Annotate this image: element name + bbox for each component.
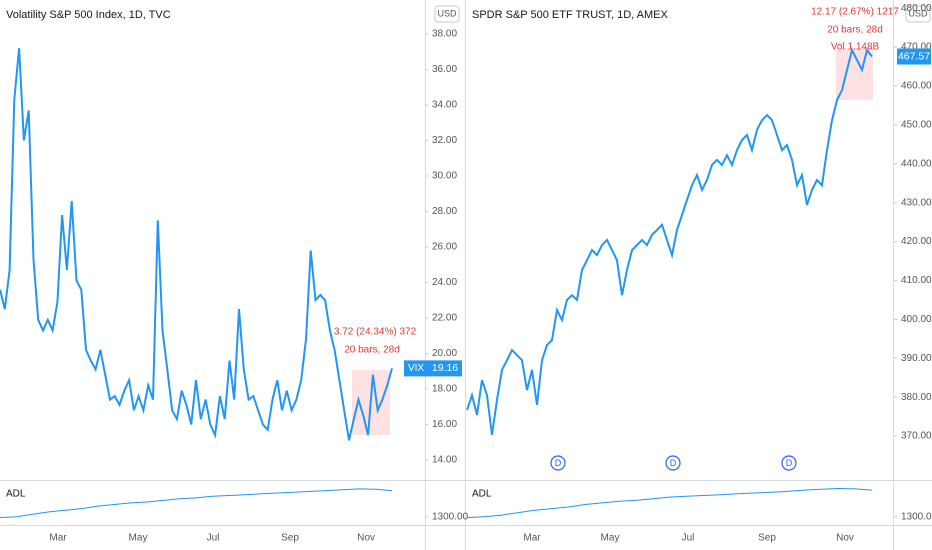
x-tick-label: Mar xyxy=(523,533,541,544)
currency-box xyxy=(434,5,460,23)
dividend-label: D xyxy=(555,458,562,468)
y-tick-label: 14.00 xyxy=(432,455,457,466)
measure-label: 20 bars, 28d xyxy=(344,345,400,356)
y-tick-label: 450.00 xyxy=(901,120,932,131)
indicator-line xyxy=(0,488,393,519)
measure-label: Vol 1.148B xyxy=(831,42,880,53)
x-tick-label: Mar xyxy=(49,533,67,544)
x-tick-label: May xyxy=(129,533,148,544)
x-tick-label: May xyxy=(601,533,620,544)
currency: USD xyxy=(437,8,457,18)
y-tick-label: 440.00 xyxy=(901,158,932,169)
y-tick-label: 38.00 xyxy=(432,29,457,40)
price-tag xyxy=(428,360,462,377)
y-tick-label: 470.00 xyxy=(901,42,932,53)
y-tick-label: 430.00 xyxy=(901,197,932,208)
x-tick-label: Jul xyxy=(207,533,220,544)
measure-label: 12.17 (2.67%) 1217 xyxy=(811,7,899,18)
indicator-name: ADL xyxy=(472,489,492,500)
y-tick-label: 16.00 xyxy=(432,419,457,430)
symbol-tag xyxy=(404,360,428,377)
y-tick-label: 1300.00 xyxy=(432,511,469,522)
y-tick-label: 18.00 xyxy=(432,384,457,395)
y-tick-label: 410.00 xyxy=(901,275,932,286)
y-tick-label: 20.00 xyxy=(432,348,457,359)
x-tick-label: Nov xyxy=(836,533,854,544)
y-tick-label: 36.00 xyxy=(432,64,457,75)
price-line xyxy=(0,48,393,441)
y-tick-label: 370.00 xyxy=(901,431,932,442)
y-tick-label: 480.00 xyxy=(901,3,932,14)
dividend-label: D xyxy=(786,458,793,468)
x-tick-label: Jul xyxy=(682,533,695,544)
dividend-label: D xyxy=(670,458,677,468)
measure-label: 3.72 (24.34%) 372 xyxy=(334,327,417,338)
currency-box xyxy=(905,5,931,23)
x-tick-label: Nov xyxy=(357,533,375,544)
y-tick-label: 22.00 xyxy=(432,313,457,324)
chart-title: Volatility S&P 500 Index, 1D, TVC xyxy=(6,9,171,21)
y-tick-label: 420.00 xyxy=(901,236,932,247)
price-tag xyxy=(897,48,931,65)
y-tick-label: 26.00 xyxy=(432,242,457,253)
price-line xyxy=(466,47,873,436)
y-tick-label: 390.00 xyxy=(901,353,932,364)
y-tick-label: 32.00 xyxy=(432,135,457,146)
y-tick-label: 30.00 xyxy=(432,171,457,182)
y-tick-label: 1300.00 xyxy=(901,511,932,522)
y-tick-label: 34.00 xyxy=(432,100,457,111)
indicator-name: ADL xyxy=(6,489,26,500)
y-tick-label: 24.00 xyxy=(432,277,457,288)
dividend-marker xyxy=(781,455,797,471)
symbol-tag-label: VIX xyxy=(408,363,424,374)
currency: USD xyxy=(908,8,928,18)
indicator-line xyxy=(466,487,873,519)
y-tick-label: 400.00 xyxy=(901,314,932,325)
measure-label: 20 bars, 28d xyxy=(827,25,883,36)
dividend-marker xyxy=(665,455,681,471)
y-tick-label: 380.00 xyxy=(901,392,932,403)
price-tag-label: 19.16 xyxy=(432,362,458,374)
dividend-marker xyxy=(550,455,566,471)
y-tick-label: 460.00 xyxy=(901,81,932,92)
x-tick-label: Sep xyxy=(281,533,299,544)
y-tick-label: 28.00 xyxy=(432,206,457,217)
chart-title: SPDR S&P 500 ETF TRUST, 1D, AMEX xyxy=(472,9,668,21)
price-tag-label: 467.57 xyxy=(898,50,930,62)
x-tick-label: Sep xyxy=(758,533,776,544)
